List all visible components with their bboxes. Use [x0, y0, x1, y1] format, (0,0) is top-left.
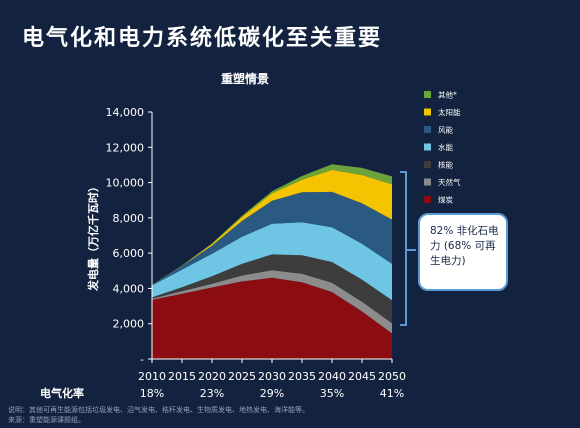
- x-tick-label: 2025: [228, 370, 256, 383]
- legend-label-gas: 天然气: [438, 177, 461, 187]
- legend-label-wind: 风能: [438, 125, 453, 135]
- legend-label-nuclear: 核能: [438, 160, 453, 170]
- chart-title: 重塑情景: [220, 72, 269, 86]
- legend-label-hydro: 水能: [438, 142, 453, 152]
- legend-swatch-coal: [424, 196, 431, 203]
- x-tick-label: 2040: [318, 370, 346, 383]
- x-tick-label: 2015: [168, 370, 196, 383]
- legend-swatch-wind: [424, 126, 431, 133]
- area-coal: [152, 277, 392, 359]
- footnote-note: 说明：其他可再生能源包括垃圾发电、沼气发电、秸秆发电、生物质发电、地热发电、海洋…: [8, 406, 309, 414]
- y-tick-label: 2,000: [113, 318, 145, 331]
- x-tick-label: 2050: [378, 370, 406, 383]
- electrification-value: 18%: [140, 387, 164, 400]
- area-wind: [152, 191, 392, 286]
- x-tick-label: 2010: [138, 370, 166, 383]
- y-tick-label: 4,000: [113, 282, 145, 295]
- callout-box: 82% 非化石电力 (68% 可再生电力): [418, 213, 508, 291]
- y-tick-label: 10,000: [106, 177, 145, 190]
- callout-bracket: [400, 171, 416, 326]
- legend-label-solar: 太阳能: [438, 107, 461, 117]
- y-tick-label: 6,000: [113, 247, 145, 260]
- electrification-value: 41%: [380, 387, 404, 400]
- x-tick-label: 2020: [198, 370, 226, 383]
- y-tick-label: 12,000: [106, 141, 145, 154]
- y-tick-label: 8,000: [113, 212, 145, 225]
- legend-swatch-gas: [424, 178, 431, 186]
- electrification-row: 电气化率 18% 23% 29% 35% 41%: [40, 386, 404, 400]
- area-hydro: [152, 222, 392, 301]
- legend-swatch-nuclear: [424, 161, 431, 168]
- electrification-value: 35%: [320, 387, 344, 400]
- area-solar: [152, 169, 392, 285]
- electrification-label: 电气化率: [40, 386, 84, 400]
- axes: - 2,000 4,000 6,000 8,000 10,000 12,000 14,000 2…: [86, 106, 406, 383]
- area-layers: [152, 164, 392, 359]
- x-tick-label: 2030: [258, 370, 286, 383]
- y-tick-label: 14,000: [106, 106, 145, 119]
- y-tick-label: -: [140, 353, 144, 366]
- legend-swatch-solar: [424, 108, 431, 116]
- y-axis-label: 发电量（万亿千瓦时）: [86, 181, 100, 292]
- electrification-value: 23%: [200, 387, 224, 400]
- slide-title: 电气化和电力系统低碳化至关重要: [22, 26, 383, 51]
- x-tick-label: 2045: [348, 370, 376, 383]
- legend-swatch-hydro: [424, 143, 431, 151]
- x-tick-label: 2035: [288, 370, 316, 383]
- area-gas: [152, 270, 392, 334]
- area-nuclear: [152, 254, 392, 324]
- legend-label-coal: 煤炭: [438, 195, 453, 205]
- footnote-source: 来源：重塑能源课题组。: [8, 416, 85, 424]
- legend-swatch-other: [424, 91, 431, 98]
- area-other: [152, 164, 392, 285]
- legend-label-other: 其他*: [438, 90, 457, 100]
- electrification-value: 29%: [260, 387, 284, 400]
